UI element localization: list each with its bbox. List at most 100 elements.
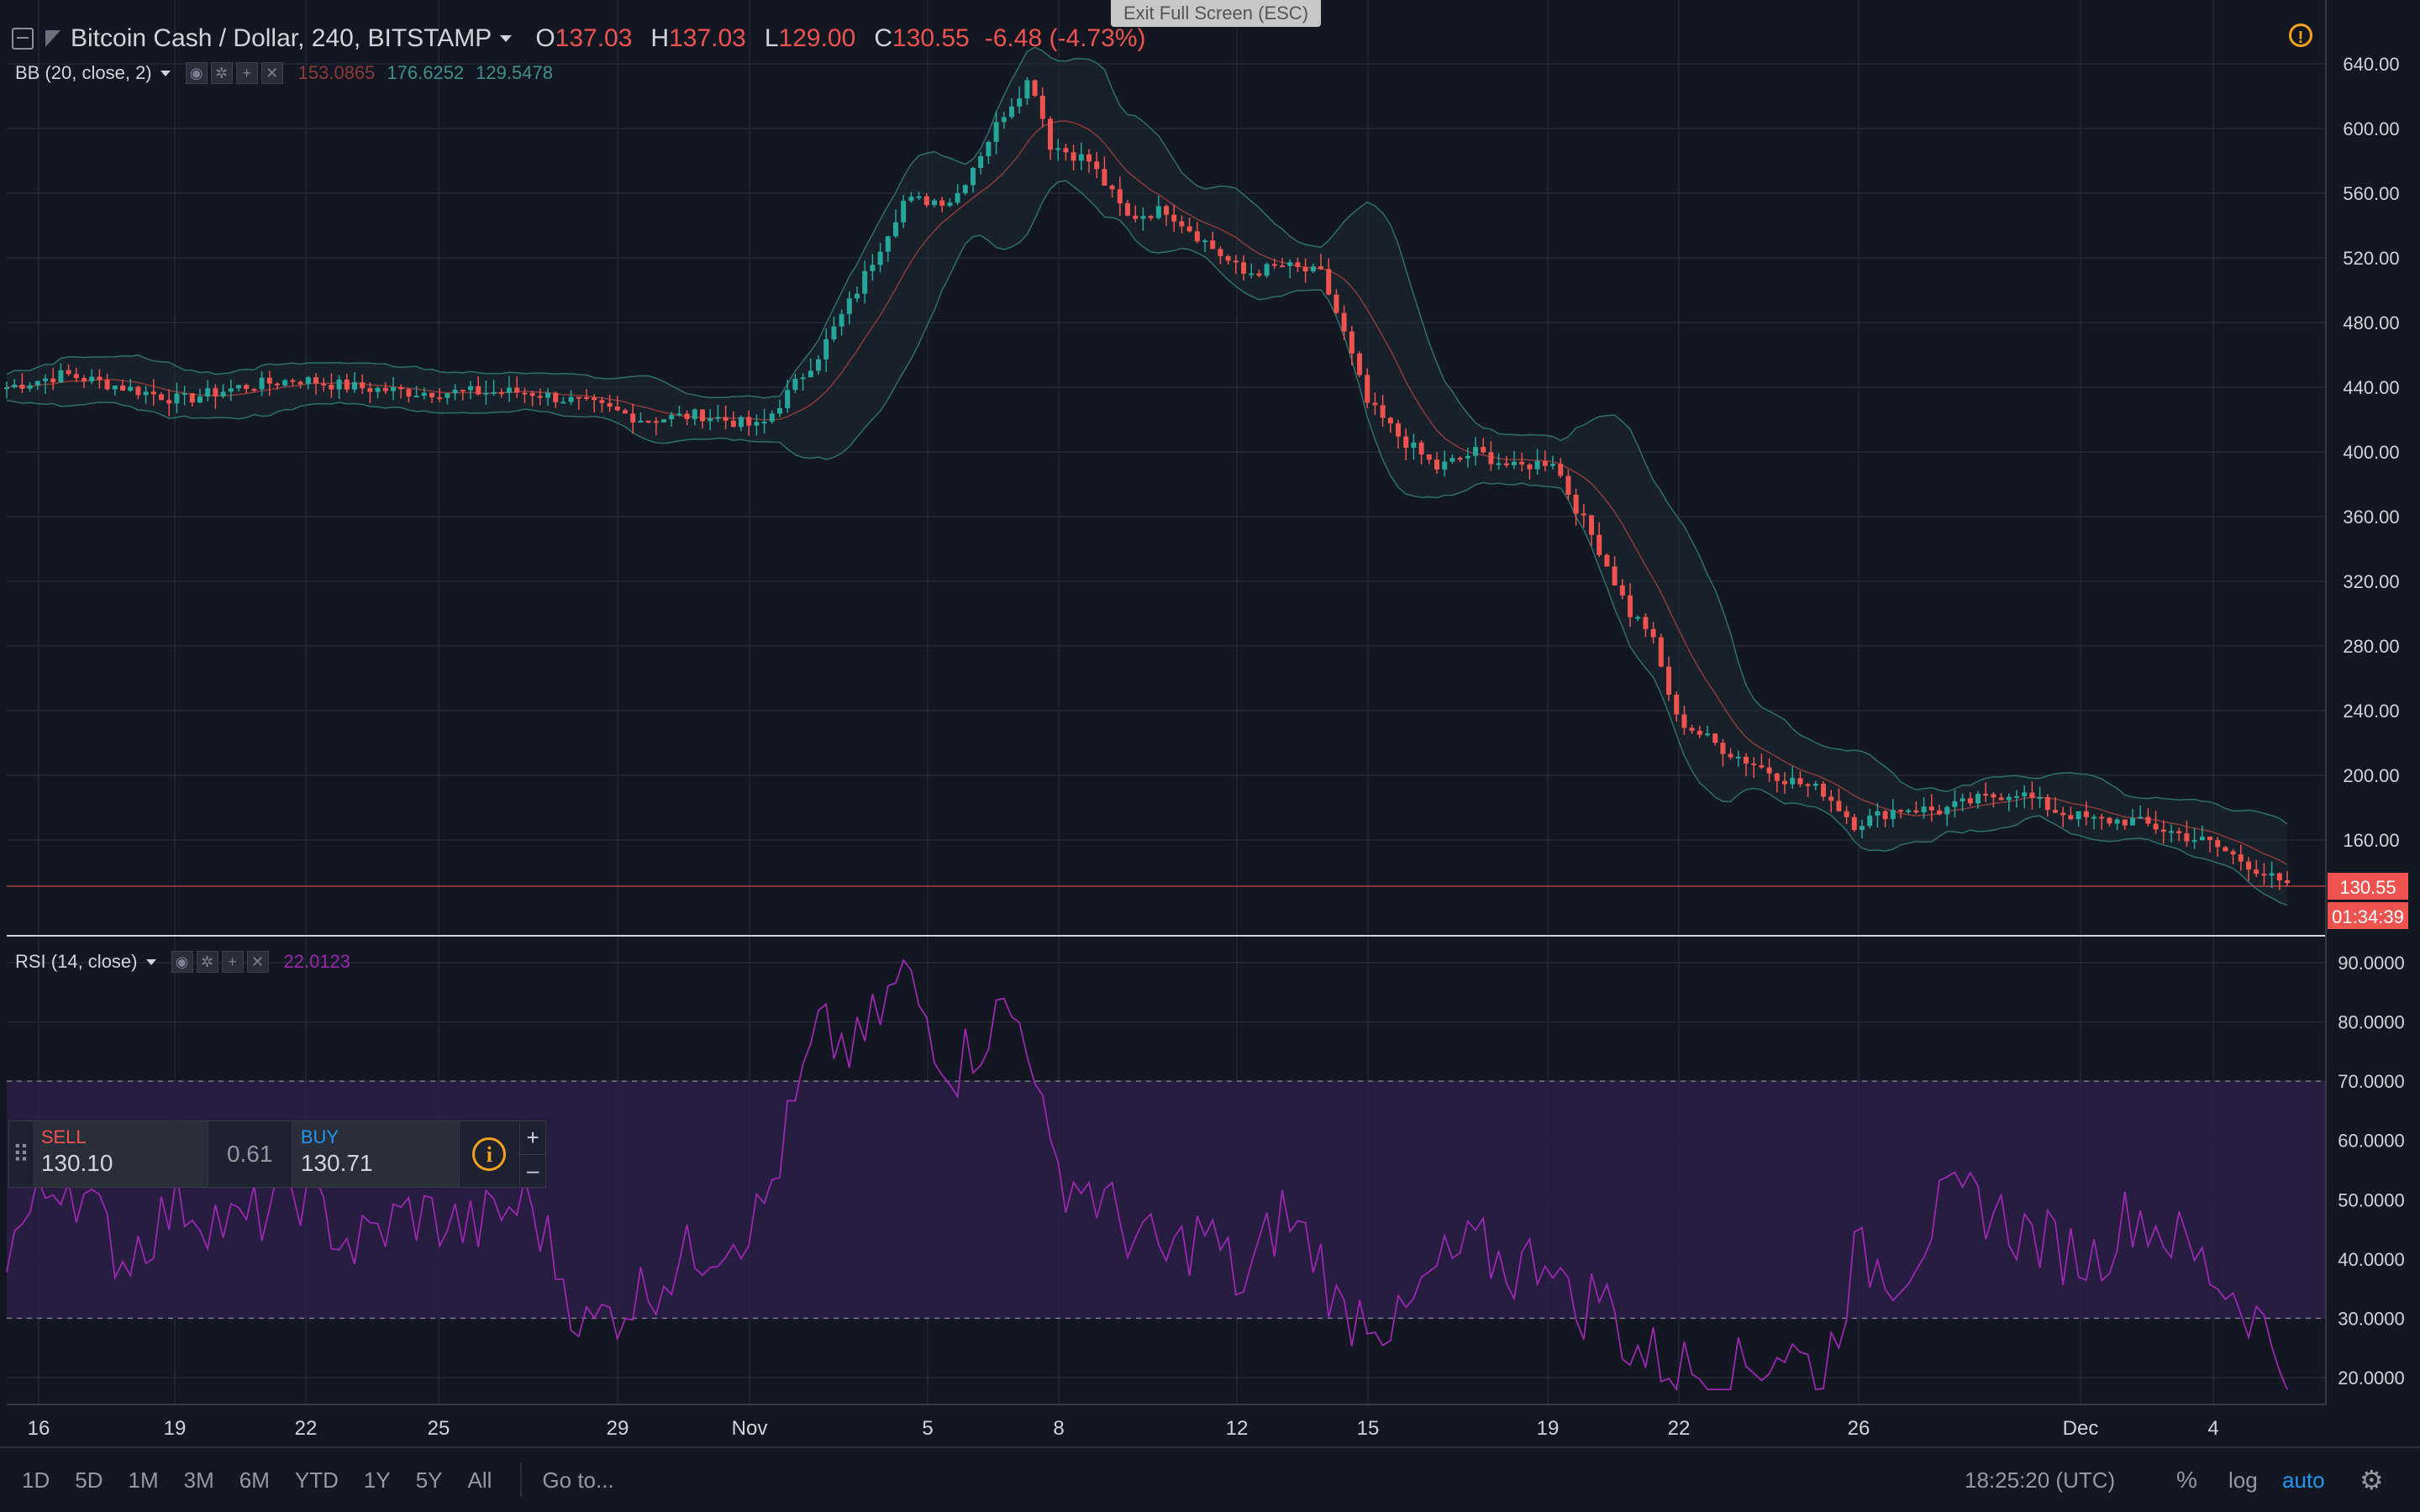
timeframe-buttons: 1D 5D 1M 3M 6M YTD 1Y 5Y All bbox=[0, 1467, 500, 1494]
timeframe-1d[interactable]: 1D bbox=[22, 1467, 50, 1493]
gear-icon[interactable]: ✲ bbox=[196, 951, 218, 973]
bb-legend: BB (20, close, 2) ◉ ✲ + ✕ 153.0865 176.6… bbox=[15, 60, 553, 86]
timeframe-5y[interactable]: 5Y bbox=[415, 1467, 443, 1493]
candle-body bbox=[43, 378, 48, 381]
chevron-down-icon[interactable] bbox=[145, 958, 156, 965]
candle-body bbox=[2068, 815, 2074, 820]
candle-body bbox=[1534, 460, 1540, 470]
candle-body bbox=[607, 402, 613, 407]
timeframe-6m[interactable]: 6M bbox=[239, 1467, 270, 1493]
candle-body bbox=[1418, 442, 1424, 455]
eye-icon[interactable]: ◉ bbox=[171, 951, 193, 973]
price-tick-label: 600.00 bbox=[2343, 118, 2399, 139]
auto-toggle[interactable]: auto bbox=[2282, 1467, 2325, 1493]
candle-body bbox=[1140, 216, 1146, 219]
candle-body bbox=[228, 388, 234, 392]
increase-button[interactable]: + bbox=[520, 1121, 545, 1155]
price-axis[interactable]: 640.00 600.00 560.00 520.00 480.00 440.00 400.… bbox=[2343, 54, 2399, 851]
timeframe-ytd[interactable]: YTD bbox=[294, 1467, 339, 1493]
symbol-title[interactable]: Bitcoin Cash / Dollar, 240, BITSTAMP bbox=[71, 24, 492, 52]
close-icon[interactable]: ✕ bbox=[260, 62, 283, 84]
candle-body bbox=[1249, 273, 1255, 276]
plus-icon[interactable]: + bbox=[221, 951, 244, 973]
high-label: H bbox=[650, 24, 670, 52]
timeframe-3m[interactable]: 3M bbox=[183, 1467, 214, 1493]
candle-body bbox=[476, 386, 481, 395]
candle-body bbox=[923, 196, 929, 206]
candle-body bbox=[360, 382, 366, 389]
chevron-down-icon[interactable] bbox=[160, 70, 171, 76]
log-toggle[interactable]: log bbox=[2228, 1467, 2258, 1493]
drag-handle-icon[interactable]: ⠿ bbox=[12, 1141, 30, 1168]
gear-icon[interactable]: ✲ bbox=[210, 62, 233, 84]
candle-body bbox=[1604, 554, 1610, 567]
buy-button[interactable]: BUY 130.71 bbox=[292, 1121, 460, 1187]
chart-canvas[interactable]: 640.00 600.00 560.00 520.00 480.00 440.00 400.… bbox=[0, 0, 2420, 1446]
candle-body bbox=[1790, 778, 1796, 785]
candle-body bbox=[2215, 840, 2221, 848]
candle-body bbox=[2075, 811, 2081, 820]
candle-body bbox=[1133, 215, 1139, 219]
time-tick-label: 4 bbox=[2207, 1417, 2218, 1440]
candle-body bbox=[1032, 80, 1038, 96]
candle-body bbox=[27, 385, 33, 389]
timeframe-1m[interactable]: 1M bbox=[128, 1467, 159, 1493]
candle-body bbox=[2114, 819, 2120, 824]
timeframe-1y[interactable]: 1Y bbox=[363, 1467, 391, 1493]
bb-name[interactable]: BB (20, close, 2) bbox=[15, 62, 152, 83]
time-axis[interactable]: 16 19 22 25 29 Nov 5 8 12 15 19 22 26 Dec 4 bbox=[28, 1417, 2219, 1440]
exit-fullscreen-button[interactable]: Exit Full Screen (ESC) bbox=[1111, 0, 1321, 27]
candle-body bbox=[653, 421, 659, 423]
candle-body bbox=[514, 387, 520, 393]
plus-icon[interactable]: + bbox=[235, 62, 258, 84]
candle-body bbox=[1117, 189, 1123, 204]
candle-body bbox=[1302, 266, 1308, 272]
candle-body bbox=[568, 396, 574, 402]
decrease-button[interactable]: – bbox=[526, 1158, 539, 1184]
candle-body bbox=[993, 122, 999, 142]
sell-button[interactable]: SELL 130.10 bbox=[32, 1121, 208, 1187]
time-tick-label: 19 bbox=[1537, 1417, 1560, 1440]
candle-body bbox=[1078, 154, 1084, 161]
candle-body bbox=[769, 413, 775, 423]
timeframe-all[interactable]: All bbox=[467, 1467, 492, 1493]
candle-body bbox=[382, 387, 388, 391]
time-tick-label: Dec bbox=[2063, 1417, 2099, 1440]
percent-toggle[interactable]: % bbox=[2176, 1467, 2197, 1493]
quantity-stepper[interactable]: + – bbox=[519, 1121, 545, 1187]
candle-body bbox=[1890, 810, 1896, 820]
utc-clock[interactable]: 18:25:20 (UTC) bbox=[1965, 1467, 2116, 1493]
countdown-text: 01:34:39 bbox=[2332, 906, 2404, 927]
flag-icon[interactable] bbox=[45, 30, 60, 47]
collapse-icon[interactable] bbox=[12, 28, 34, 50]
candle-body bbox=[777, 408, 782, 414]
candle-body bbox=[437, 397, 443, 400]
candle-body bbox=[1751, 763, 1757, 765]
bb-lower-value: 129.5478 bbox=[476, 62, 553, 83]
candle-body bbox=[1164, 206, 1169, 215]
rsi-axis[interactable]: 90.0000 80.0000 70.0000 60.0000 50.0000 40.00… bbox=[2338, 953, 2405, 1389]
candle-body bbox=[460, 389, 466, 391]
warning-icon[interactable]: ! bbox=[2289, 24, 2312, 47]
candle-body bbox=[1202, 240, 1207, 243]
timeframe-5d[interactable]: 5D bbox=[75, 1467, 103, 1493]
candle-body bbox=[1821, 784, 1826, 797]
candle-body bbox=[1403, 436, 1409, 448]
settings-gear-icon[interactable]: ⚙ bbox=[2360, 1465, 2384, 1495]
bottom-toolbar: 1D 5D 1M 3M 6M YTD 1Y 5Y All Go to... 18:25:20 (… bbox=[0, 1446, 2420, 1512]
candle-body bbox=[831, 326, 837, 339]
candle-body bbox=[792, 379, 798, 391]
close-icon[interactable]: ✕ bbox=[246, 951, 269, 973]
goto-button[interactable]: Go to... bbox=[542, 1467, 614, 1493]
candle-body bbox=[329, 385, 334, 390]
candle-body bbox=[2169, 831, 2174, 833]
rsi-name[interactable]: RSI (14, close) bbox=[15, 951, 138, 972]
chevron-down-icon[interactable] bbox=[500, 35, 513, 42]
candle-body bbox=[1326, 269, 1332, 295]
price-tick-label: 280.00 bbox=[2343, 636, 2399, 657]
info-button[interactable]: i bbox=[460, 1121, 520, 1187]
candle-body bbox=[1264, 264, 1270, 276]
candle-body bbox=[986, 141, 992, 156]
candle-body bbox=[2191, 840, 2197, 843]
eye-icon[interactable]: ◉ bbox=[185, 62, 208, 84]
